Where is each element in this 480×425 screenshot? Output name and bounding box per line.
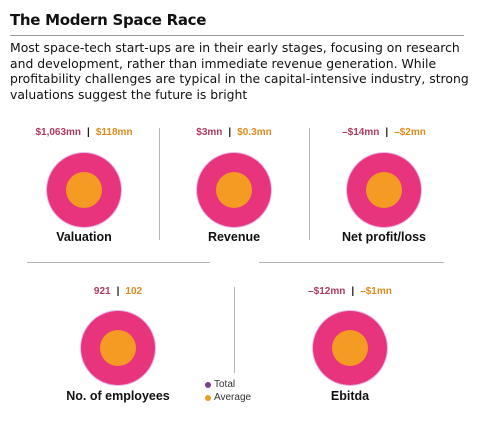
metric-values: $3mn | $0.3mn bbox=[196, 127, 271, 138]
average-circle bbox=[100, 330, 136, 366]
metric-label: Net profit/loss bbox=[341, 230, 427, 244]
legend-item-total: Total bbox=[205, 378, 251, 391]
legend-item-average: Average bbox=[205, 391, 251, 404]
divider-horizontal bbox=[259, 262, 444, 263]
chart-subtitle: Most space-tech start-ups are in their e… bbox=[10, 40, 469, 102]
value-separator: | bbox=[228, 127, 232, 138]
average-circle bbox=[366, 172, 402, 208]
average-circle bbox=[332, 330, 368, 366]
average-value: $0.3mn bbox=[237, 127, 272, 138]
total-value: $3mn bbox=[196, 127, 223, 138]
legend-label-total: Total bbox=[214, 379, 236, 390]
metric-values: –$14mn | –$2mn bbox=[342, 127, 426, 138]
value-separator: | bbox=[116, 286, 120, 297]
metric-label: Revenue bbox=[207, 230, 261, 244]
average-value: –$1mn bbox=[360, 286, 392, 297]
metric-label: Ebitda bbox=[330, 389, 370, 403]
average-circle bbox=[216, 172, 252, 208]
metric-values: $1,063mn | $118mn bbox=[35, 127, 132, 138]
value-separator: | bbox=[87, 127, 90, 138]
value-separator: | bbox=[351, 286, 355, 297]
chart-title: The Modern Space Race bbox=[10, 11, 207, 29]
metric-label: Valuation bbox=[56, 230, 112, 244]
average-circle bbox=[66, 172, 102, 208]
legend: Total Average bbox=[205, 378, 251, 404]
total-value: –$12mn bbox=[308, 286, 346, 297]
total-swatch-icon bbox=[205, 381, 211, 388]
total-value: $1,063mn bbox=[35, 127, 82, 138]
total-value: –$14mn bbox=[342, 127, 380, 138]
metric-label: No. of employees bbox=[66, 389, 170, 403]
value-separator: | bbox=[385, 127, 389, 138]
metric-values: –$12mn | –$1mn bbox=[308, 286, 392, 297]
average-value: 102 bbox=[125, 286, 143, 297]
divider-horizontal bbox=[27, 262, 210, 263]
title-divider bbox=[10, 35, 464, 36]
average-value: –$2mn bbox=[394, 127, 426, 138]
metric-values: 921 | 102 bbox=[94, 286, 142, 297]
divider-vertical bbox=[234, 287, 235, 373]
average-value: $118mn bbox=[95, 127, 133, 138]
total-value: 921 bbox=[93, 286, 111, 297]
divider-vertical bbox=[159, 128, 160, 240]
average-swatch-icon bbox=[205, 394, 211, 401]
divider-vertical bbox=[309, 128, 310, 240]
legend-label-average: Average bbox=[214, 392, 252, 403]
